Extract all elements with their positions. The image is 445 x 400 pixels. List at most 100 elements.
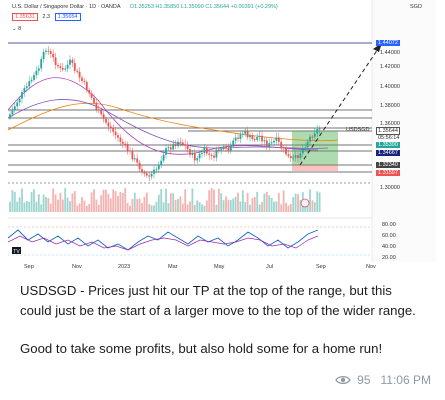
- volume-bar: [138, 198, 141, 212]
- candle-body: [76, 70, 79, 72]
- candle-body: [57, 64, 59, 67]
- volume-bar: [174, 199, 177, 212]
- message-paragraph: USDSGD - Prices just hit our TP at the t…: [20, 283, 416, 318]
- candle-body: [229, 144, 232, 152]
- volume-bar: [169, 193, 172, 212]
- candle-body: [222, 146, 225, 150]
- time-tick: Nov: [366, 264, 376, 270]
- message-time: 11:06 PM: [380, 373, 431, 387]
- volume-bar: [213, 189, 215, 212]
- osc-tick: 60.00: [382, 233, 396, 239]
- volume-bar: [145, 192, 148, 212]
- candle-body: [129, 150, 131, 152]
- volume-bar: [16, 201, 19, 212]
- candle-body: [150, 173, 153, 177]
- volume-bar: [239, 201, 242, 212]
- message-paragraph: Good to take some profits, but also hold…: [20, 341, 383, 356]
- candle-body: [69, 59, 71, 65]
- volume-bar: [229, 200, 232, 212]
- eye-icon: [335, 375, 351, 385]
- volume-bar: [114, 191, 117, 212]
- volume-bar: [222, 200, 225, 212]
- candle-body: [198, 153, 201, 159]
- volume-bar: [193, 205, 196, 212]
- chart-image[interactable]: TV U.S. Dollar / Singapore Dollar · 1D ·…: [8, 0, 436, 270]
- candle-body: [213, 155, 215, 158]
- ask-price[interactable]: 1.35654: [54, 13, 81, 21]
- candle-body: [270, 142, 273, 144]
- candle-body: [251, 135, 254, 140]
- candle-body: [253, 139, 256, 141]
- volume-bar: [253, 197, 256, 212]
- volume-bar: [215, 204, 218, 212]
- chart-svg: TV: [8, 0, 436, 270]
- volume-bar: [131, 198, 134, 212]
- volume-bar: [277, 192, 280, 212]
- candle-body: [249, 135, 251, 138]
- volume-bar: [119, 191, 122, 212]
- volume-bar: [153, 205, 155, 212]
- candle-body: [97, 109, 100, 111]
- price-tick: 1.36000: [380, 121, 400, 127]
- volume-bar: [47, 198, 50, 212]
- candle-body: [227, 148, 230, 152]
- candle-body: [88, 89, 91, 94]
- candle-body: [105, 118, 107, 123]
- bid-price[interactable]: 1.35631: [12, 13, 38, 21]
- volume-bar: [33, 189, 35, 212]
- candle-body: [160, 160, 163, 166]
- moving-averages: [8, 77, 339, 155]
- candle-body: [191, 152, 194, 155]
- volume-bar: [191, 188, 194, 212]
- candle-body: [18, 98, 21, 103]
- level-price-tag: 1.34667: [376, 150, 400, 156]
- volume-bar: [136, 198, 139, 212]
- candle-body: [95, 102, 98, 110]
- volume-bar: [21, 188, 23, 212]
- candle-body: [309, 136, 311, 142]
- candle-body: [119, 137, 122, 142]
- price-tick: 1.42000: [380, 64, 400, 70]
- volume-bar: [313, 202, 316, 212]
- volume-bar: [294, 193, 297, 212]
- candle-body: [280, 141, 283, 148]
- volume-bar: [179, 196, 182, 212]
- volume-bar: [23, 202, 26, 212]
- candle-body: [186, 145, 189, 150]
- volume-bar: [83, 200, 86, 212]
- volume-bar: [30, 192, 33, 212]
- price-tick: 1.38000: [380, 103, 400, 109]
- volume-bar: [85, 205, 88, 212]
- candle-body: [37, 68, 40, 71]
- volume-bar: [49, 203, 52, 212]
- candle-body: [112, 128, 115, 132]
- candle-body: [25, 86, 28, 89]
- candle-body: [292, 157, 295, 159]
- volume-bar: [126, 202, 129, 212]
- bid-ask-row: 1.35631 2.3 1.35654: [12, 13, 81, 21]
- candle-body: [47, 50, 50, 52]
- replay-icon[interactable]: [300, 198, 310, 208]
- volume-bar: [45, 197, 47, 212]
- candle-body: [304, 147, 307, 149]
- time-tick: 2023: [118, 264, 131, 270]
- current-price-tag: 1.35644: [376, 127, 400, 135]
- candle-body: [71, 59, 74, 64]
- candle-body: [311, 136, 314, 138]
- candle-body: [184, 144, 187, 146]
- volume-bar: [268, 195, 271, 212]
- candle-body: [107, 122, 110, 127]
- volume-bar: [109, 198, 112, 212]
- volume-bar: [181, 203, 184, 212]
- volume-bar: [66, 197, 69, 212]
- indicators-toggle[interactable]: ⌄ 8: [12, 26, 21, 32]
- candle-body: [258, 135, 261, 138]
- candle-body: [133, 158, 136, 160]
- volume-bar: [28, 201, 31, 212]
- candle-body: [124, 143, 127, 145]
- candle-body: [179, 141, 182, 143]
- candle-body: [193, 152, 196, 161]
- volume-bar: [13, 191, 16, 212]
- volume-bar: [297, 194, 299, 212]
- time-tick: Mar: [168, 264, 178, 270]
